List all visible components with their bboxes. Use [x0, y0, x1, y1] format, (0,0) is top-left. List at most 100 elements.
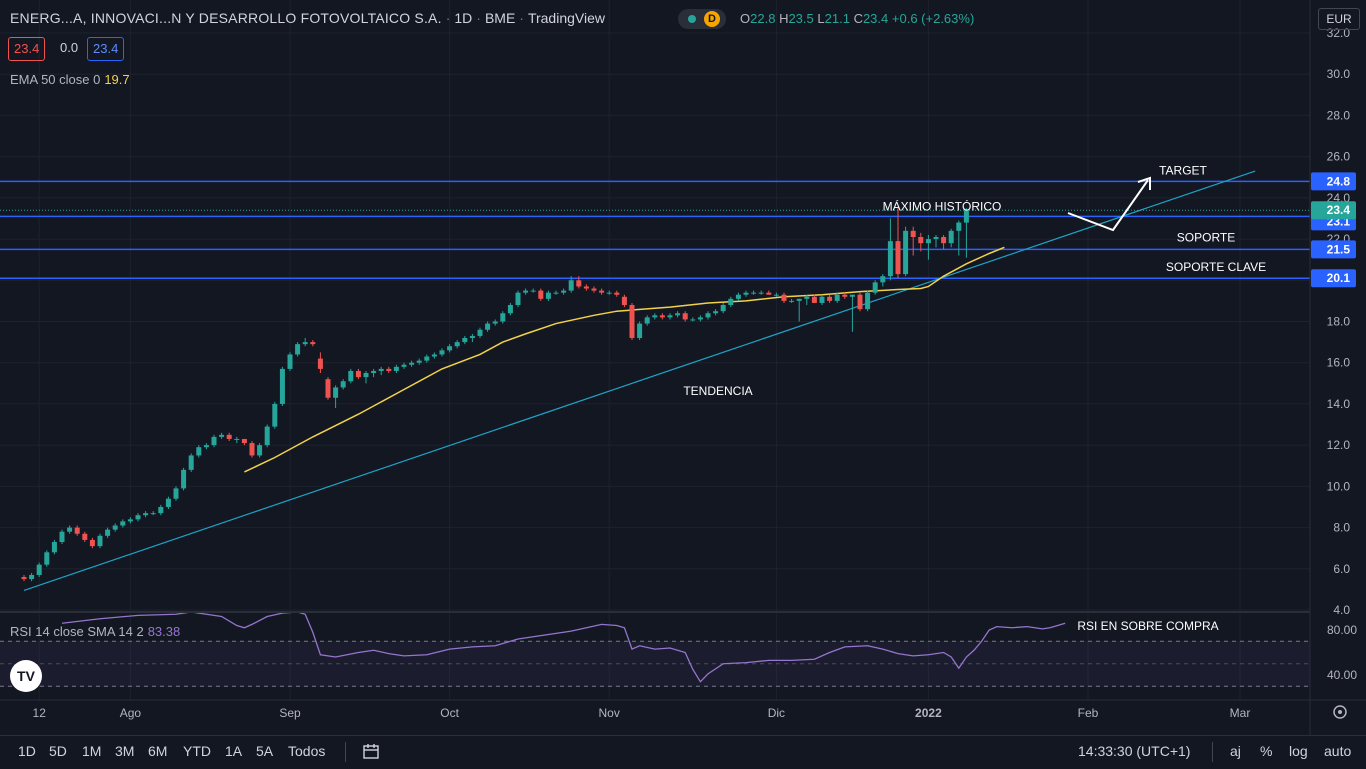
candle: [515, 290, 521, 308]
percent-toggle[interactable]: %: [1260, 743, 1273, 759]
candle-body: [591, 288, 597, 291]
candle: [880, 274, 886, 287]
tradingview-logo[interactable]: TV: [10, 660, 42, 692]
candle: [538, 288, 544, 301]
ohlc-values: O22.8 H23.5 L21.1 C23.4 +0.6 (+2.63%): [740, 11, 975, 26]
candle: [857, 292, 863, 312]
candle: [728, 296, 734, 308]
candle: [363, 370, 369, 384]
time-tick-label: Feb: [1078, 706, 1099, 720]
timeframe-all[interactable]: Todos: [288, 743, 326, 759]
target-arrow-icon: [1067, 179, 1149, 232]
candle: [545, 290, 551, 301]
candle: [165, 496, 171, 510]
candle-body: [158, 506, 164, 514]
chart-header: ENERG...A, INNOVACI...N Y DESARROLLO FOT…: [10, 10, 605, 26]
timeframe-ytd[interactable]: YTD: [183, 743, 211, 759]
timeframe-1a[interactable]: 1A: [225, 743, 243, 759]
candle-body: [51, 541, 57, 553]
candle-body: [789, 300, 795, 302]
buy-button[interactable]: 23.4: [87, 37, 125, 61]
timeframe-6m[interactable]: 6M: [148, 743, 168, 759]
adjust-toggle[interactable]: aj: [1230, 743, 1241, 759]
candle: [51, 539, 57, 555]
candle: [226, 432, 232, 442]
candle: [811, 294, 817, 303]
candle-body: [941, 237, 947, 244]
candle-body: [659, 315, 665, 318]
candle: [59, 529, 65, 545]
candle: [401, 362, 407, 369]
price-tick-label: 8.0: [1333, 521, 1350, 535]
candle-body: [59, 531, 65, 542]
interval[interactable]: 1D: [454, 10, 473, 26]
candle: [576, 276, 582, 289]
candle: [796, 298, 802, 322]
price-tick-label: 10.0: [1327, 479, 1351, 493]
price-tick-label: 12.0: [1327, 438, 1351, 452]
candle: [682, 311, 688, 322]
candle: [781, 292, 787, 303]
candle-body: [948, 230, 954, 244]
candle-body: [933, 237, 939, 240]
candle: [469, 333, 475, 343]
price-tick-label: 28.0: [1327, 108, 1351, 122]
currency-selector[interactable]: EUR: [1318, 8, 1360, 30]
timeframe-5a[interactable]: 5A: [256, 743, 274, 759]
date-range-icon[interactable]: [362, 743, 382, 761]
auto-toggle[interactable]: auto: [1324, 743, 1352, 759]
timeframe-3m[interactable]: 3M: [115, 743, 135, 759]
candle: [340, 379, 346, 390]
candle-body: [241, 438, 247, 444]
low-value: 21.1: [824, 11, 850, 26]
timeframe-1d[interactable]: 1D: [18, 743, 36, 759]
price-tag-box: [1311, 269, 1356, 288]
candle-body: [44, 552, 50, 565]
candle: [150, 511, 156, 516]
candle: [804, 294, 810, 306]
candle-body: [264, 426, 270, 446]
change-value: +0.6 (+2.63%): [891, 11, 975, 26]
high-value: 23.5: [788, 11, 814, 26]
candle-body: [599, 290, 605, 293]
candle-body: [956, 222, 962, 231]
time-tick-label: Nov: [599, 706, 620, 720]
candle: [941, 234, 947, 250]
candle: [834, 292, 840, 303]
candle-body: [849, 294, 855, 297]
log-toggle[interactable]: log: [1289, 743, 1308, 759]
candle: [302, 337, 308, 347]
rsi-legend[interactable]: RSI 14 close SMA 14 2 83.38: [10, 624, 181, 639]
candle: [675, 311, 681, 318]
candle-body: [720, 305, 726, 312]
candles: [21, 208, 969, 582]
candle-body: [485, 323, 491, 330]
candle-body: [644, 317, 650, 324]
candle: [614, 290, 620, 297]
candle-body: [963, 210, 969, 223]
price-tick-label: 4.0: [1333, 603, 1350, 617]
candle-body: [386, 368, 392, 371]
timeframe-5d[interactable]: 5D: [49, 743, 67, 759]
candle-body: [515, 292, 521, 306]
price-tick-label: 30.0: [1327, 67, 1351, 81]
candle-body: [371, 370, 377, 374]
candle: [127, 517, 133, 524]
candle: [348, 368, 354, 384]
timeframe-1m[interactable]: 1M: [82, 743, 102, 759]
level-annotation: SOPORTE: [1177, 230, 1235, 244]
symbol-name[interactable]: ENERG...A, INNOVACI...N Y DESARROLLO FOT…: [10, 10, 442, 26]
ema-legend[interactable]: EMA 50 close 0 19.7: [10, 72, 130, 87]
candle-body: [865, 292, 871, 310]
settings-gear-icon[interactable]: [1333, 705, 1347, 719]
candle: [44, 550, 50, 567]
candle-body: [249, 443, 255, 456]
market-status-pill[interactable]: D: [678, 9, 726, 29]
target-arrow-head-icon: [1137, 176, 1151, 190]
clock[interactable]: 14:33:30 (UTC+1): [1078, 743, 1191, 759]
candle-body: [583, 286, 589, 289]
candle-body: [348, 370, 354, 382]
candle-body: [652, 315, 658, 318]
sell-button[interactable]: 23.4: [8, 37, 46, 61]
price-chart[interactable]: TARGET MÁXIMO HISTÓRICO SOPORTE SOPORTE CLA…: [0, 0, 1366, 735]
